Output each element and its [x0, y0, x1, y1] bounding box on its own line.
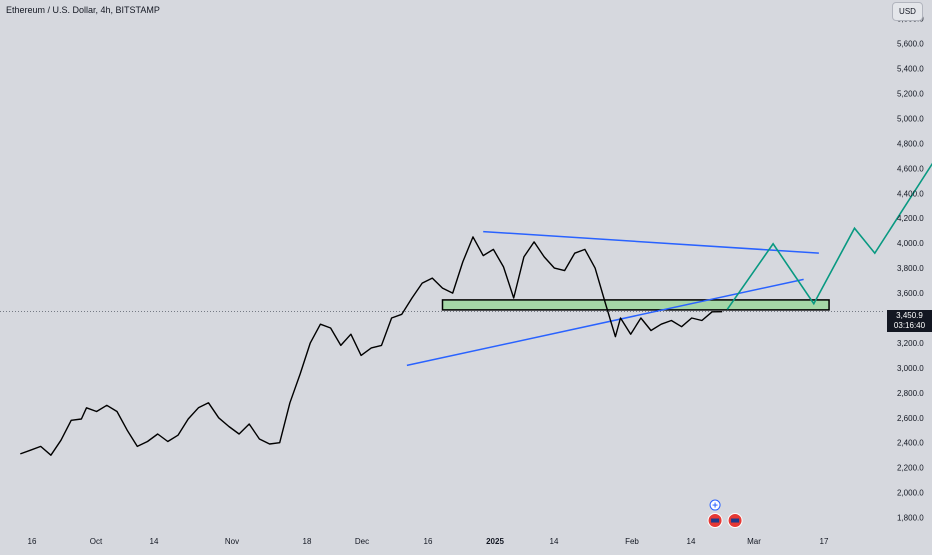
- currency-button[interactable]: USD: [892, 2, 923, 21]
- x-tick-label: Nov: [225, 537, 239, 546]
- y-tick-label: 2,600.0: [897, 414, 924, 423]
- y-tick-label: 5,600.0: [897, 40, 924, 49]
- y-tick-label: 3,000.0: [897, 364, 924, 373]
- x-tick-label: Feb: [625, 537, 639, 546]
- x-tick-label: 16: [424, 537, 433, 546]
- y-tick-label: 5,200.0: [897, 90, 924, 99]
- y-tick-label: 2,400.0: [897, 439, 924, 448]
- support-zone-rect[interactable]: [441, 299, 830, 311]
- x-tick-label: 14: [550, 537, 559, 546]
- y-tick-label: 4,200.0: [897, 214, 924, 223]
- x-tick-label: 14: [150, 537, 159, 546]
- x-tick-label: 16: [28, 537, 37, 546]
- us-flag-event-stripe: [731, 518, 740, 523]
- us-flag-event-stripe: [711, 518, 720, 523]
- y-tick-label: 4,600.0: [897, 164, 924, 173]
- y-tick-label: 4,800.0: [897, 139, 924, 148]
- x-tick-label: Oct: [90, 537, 103, 546]
- x-tick-label: 18: [303, 537, 312, 546]
- y-tick-label: 5,000.0: [897, 114, 924, 123]
- bar-countdown: 03:16:40: [893, 321, 926, 330]
- last-price-value: 3,450.9: [896, 311, 923, 320]
- y-tick-label: 3,800.0: [897, 264, 924, 273]
- price-series-line: [20, 236, 723, 456]
- y-tick-label: 2,200.0: [897, 464, 924, 473]
- y-tick-label: 2,000.0: [897, 489, 924, 498]
- x-tick-label: Dec: [355, 537, 369, 546]
- x-tick-label: Mar: [747, 537, 761, 546]
- y-tick-label: 4,400.0: [897, 189, 924, 198]
- y-tick-label: 2,800.0: [897, 389, 924, 398]
- chart-title: Ethereum / U.S. Dollar, 4h, BITSTAMP: [6, 5, 160, 15]
- y-tick-label: 5,400.0: [897, 65, 924, 74]
- y-tick-label: 4,000.0: [897, 239, 924, 248]
- y-tick-label: 3,600.0: [897, 289, 924, 298]
- y-tick-label: 3,200.0: [897, 339, 924, 348]
- x-tick-label: 2025: [486, 537, 504, 546]
- trendline-ascending-support[interactable]: [406, 278, 804, 367]
- y-tick-label: 1,800.0: [897, 514, 924, 523]
- last-price-tag: 3,450.9 03:16:40: [887, 310, 932, 332]
- x-tick-label: 17: [820, 537, 829, 546]
- x-tick-label: 14: [687, 537, 696, 546]
- trendline-descending-resistance[interactable]: [483, 230, 819, 254]
- projection-path[interactable]: [726, 71, 932, 310]
